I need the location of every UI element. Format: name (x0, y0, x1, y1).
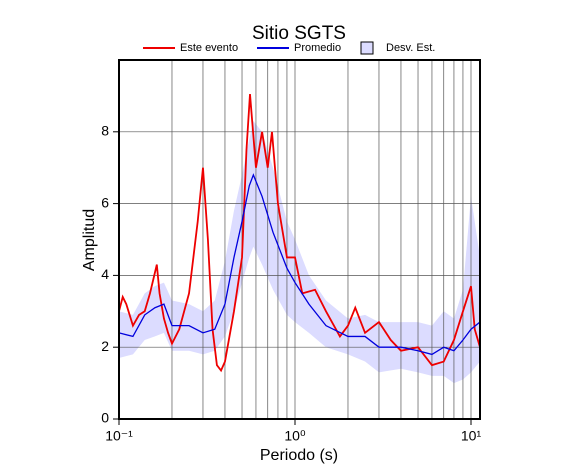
x-tick-label: 10⁻¹ (105, 428, 133, 444)
plot-frame (118, 59, 481, 420)
y-tick-label: 2 (101, 338, 109, 354)
y-tick-label: 8 (101, 123, 109, 139)
x-tick-label: 10⁰ (284, 428, 306, 444)
x-tick-label: 10¹ (461, 428, 482, 444)
chart-title: Sitio SGTS (252, 23, 346, 44)
y-tick-label: 6 (101, 194, 109, 210)
y-tick-label: 0 (101, 410, 109, 426)
legend-label: Desv. Est. (386, 42, 435, 54)
legend-label: Promedio (294, 42, 341, 54)
series-line (119, 173, 480, 356)
std-band (119, 121, 480, 384)
legend-label: Este evento (180, 42, 238, 54)
legend-swatch (360, 41, 374, 55)
series-line (119, 94, 480, 373)
y-tick-label: 4 (101, 266, 109, 282)
y-axis-label: Amplitud (81, 209, 98, 271)
x-axis-label: Periodo (s) (260, 447, 338, 464)
